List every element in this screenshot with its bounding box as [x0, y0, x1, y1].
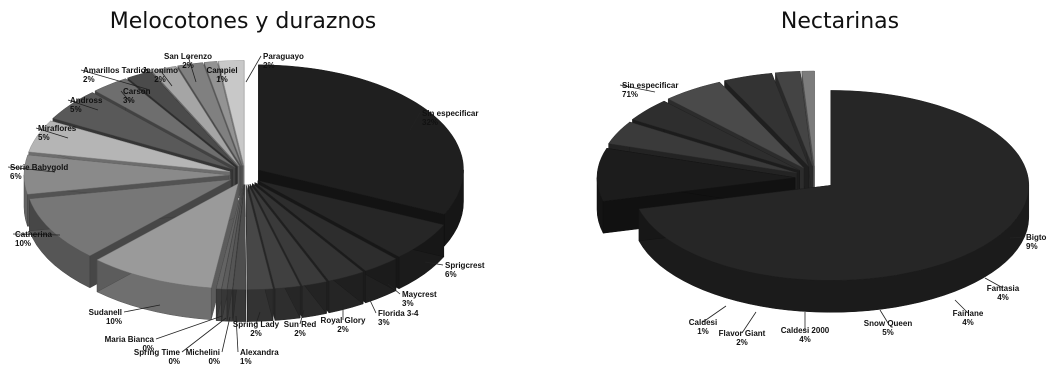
nectarine-label-fairlane-name: Fairlane: [953, 309, 984, 318]
nectarine-label-sin-especificar-value: 71%: [622, 90, 638, 99]
nectarine-label-snow-queen-leader: [879, 309, 889, 324]
peach-label-carson-leader: [120, 90, 131, 103]
peach-label-sudanell-name: Sudanell: [89, 308, 122, 317]
peach-slice-sudanell: [96, 183, 239, 321]
nectarine-label-sin-especificar-leader: [619, 84, 656, 93]
peach-label-sudanell-value: 10%: [106, 317, 122, 326]
peach-label-alexandra-leader: [235, 315, 239, 353]
peach-label-catherina-value: 10%: [15, 239, 31, 248]
peach-label-maria-bianca-value: 0%: [142, 344, 154, 353]
peach-label-maycrest-name: Maycrest: [402, 290, 437, 299]
peach-label-san-lorenzo-name: San Lorenzo: [164, 52, 212, 61]
peach-label-amarillos-tardios-value: 2%: [83, 75, 95, 84]
peach-label-sin-especificar-leader: [409, 112, 421, 131]
peach-label-alexandra-value: 1%: [240, 357, 252, 365]
peach-label-campiel-value: 1%: [216, 75, 228, 84]
peach-label-spring-time-leader: [181, 317, 227, 353]
nectarine-label-fairlane-value: 4%: [962, 318, 974, 327]
nectarine-label-flavor-giant-leader: [741, 311, 757, 334]
peach-label-serie-babygold-value: 6%: [10, 172, 22, 181]
peach-label-sun-red-leader: [299, 309, 305, 325]
peach-label-michelini-value: 0%: [208, 357, 220, 365]
peach-label-andross-value: 5%: [70, 105, 82, 114]
nectarine-label-caldesi-name: Caldesi: [689, 318, 717, 327]
peach-label-maria-bianca-name: Maria Bianca: [105, 335, 155, 344]
peach-slice-spring-lady: [245, 184, 274, 322]
nectarine-label-snow-queen-value: 5%: [882, 328, 894, 337]
nectarine-label-caldesi-2000-value: 4%: [799, 335, 811, 344]
peach-label-michelini-leader: [221, 316, 231, 353]
peach-label-spring-time-name: Spring Time: [134, 348, 181, 357]
peach-label-florida-3-4-value: 3%: [378, 318, 390, 327]
peach-label-sprigcrest-value: 6%: [445, 270, 457, 279]
peach-label-maycrest-leader: [387, 283, 401, 295]
peach-label-san-lorenzo-value: 2%: [182, 61, 194, 70]
peach-label-jeronimo-leader: [159, 69, 173, 87]
peach-label-paraguayo-value: 2%: [263, 61, 275, 70]
peach-label-alexandra-name: Alexandra: [240, 348, 279, 357]
peach-label-miraflores-name: Miraflores: [38, 124, 77, 133]
peach-slice-alexandra: [232, 184, 247, 322]
peach-label-paraguayo-name: Paraguayo: [263, 52, 304, 61]
peach-label-sudanell-leader: [123, 304, 161, 313]
peach-label-sin-especificar-value: 32%: [422, 118, 438, 127]
peach-label-sun-red-name: Sun Red: [284, 320, 317, 329]
peach-label-paraguayo-leader: [245, 55, 262, 83]
peach-label-andross-name: Andross: [70, 96, 103, 105]
nectarine-label-bigtop-name: Bigtop: [1026, 233, 1047, 242]
nectarines-chart-title: Nectarinas: [781, 9, 899, 34]
nectarine-label-fantasia-value: 4%: [997, 293, 1009, 302]
nectarine-label-sin-especificar-name: Sin especificar: [622, 81, 678, 90]
nectarine-label-caldesi-2000-name: Caldesi 2000: [781, 326, 830, 335]
nectarine-label-caldesi-value: 1%: [697, 327, 709, 336]
nectarine-label-snow-queen-name: Snow Queen: [864, 319, 913, 328]
nectarine-label-fantasia-leader: [984, 277, 1004, 289]
peach-label-spring-lady-value: 2%: [250, 329, 262, 338]
peach-label-florida-3-4-name: Florida 3-4: [378, 309, 419, 318]
peach-label-spring-time-value: 0%: [168, 357, 180, 365]
peach-label-miraflores-value: 5%: [38, 133, 50, 142]
peach-label-carson-name: Carson: [123, 87, 151, 96]
nectarine-label-bigtop-value: 9%: [1026, 242, 1038, 251]
peaches-pie-chart: Melocotones y duraznos Sin especificar32…: [7, 9, 485, 365]
peach-label-miraflores-leader: [35, 127, 69, 139]
peach-label-spring-lady-leader: [255, 311, 261, 325]
peach-label-serie-babygold-leader: [7, 166, 56, 173]
peach-label-royal-glory-value: 2%: [337, 325, 349, 334]
nectarine-label-fairlane-leader: [954, 299, 969, 314]
peach-label-campiel-name: Campiel: [206, 66, 237, 75]
peach-label-carson-value: 3%: [123, 96, 135, 105]
nectarine-label-caldesi-leader: [702, 305, 727, 323]
peach-label-san-lorenzo-leader: [187, 55, 197, 83]
peach-label-sprigcrest-leader: [424, 261, 444, 266]
peach-label-andross-leader: [67, 99, 99, 111]
peaches-chart-title: Melocotones y duraznos: [110, 9, 377, 34]
peach-label-serie-babygold-name: Serie Babygold: [10, 163, 68, 172]
peach-label-spring-lady-name: Spring Lady: [233, 320, 280, 329]
nectarine-slice-sin-especificar: [638, 90, 1030, 313]
peach-label-maria-bianca-leader: [155, 315, 223, 340]
peach-label-jeronimo-value: 2%: [154, 75, 166, 84]
peach-label-catherina-leader: [12, 233, 61, 236]
nectarine-label-flavor-giant-name: Flavor Giant: [719, 329, 766, 338]
peach-label-amarillos-tardios-name: Amarillos Tardios: [83, 66, 151, 75]
peach-label-amarillos-tardios-leader: [80, 69, 151, 91]
peach-label-maycrest-value: 3%: [402, 299, 414, 308]
peach-label-sin-especificar-name: Sin especificar: [422, 109, 478, 118]
peach-label-catherina-name: Catherina: [15, 230, 52, 239]
peach-label-sprigcrest-name: Sprigcrest: [445, 261, 485, 270]
peach-label-michelini-name: Michelini: [186, 348, 220, 357]
peach-label-royal-glory-name: Royal Glory: [321, 316, 366, 325]
peach-label-sun-red-value: 2%: [294, 329, 306, 338]
nectarine-label-fantasia-name: Fantasia: [987, 284, 1020, 293]
peach-label-florida-3-4-leader: [367, 295, 377, 314]
nectarine-label-flavor-giant-value: 2%: [736, 338, 748, 347]
peach-label-jeronimo-name: Jeronimo: [142, 66, 178, 75]
peach-label-campiel-leader: [217, 69, 223, 83]
nectarine-label-bigtop-leader: [1009, 236, 1025, 239]
